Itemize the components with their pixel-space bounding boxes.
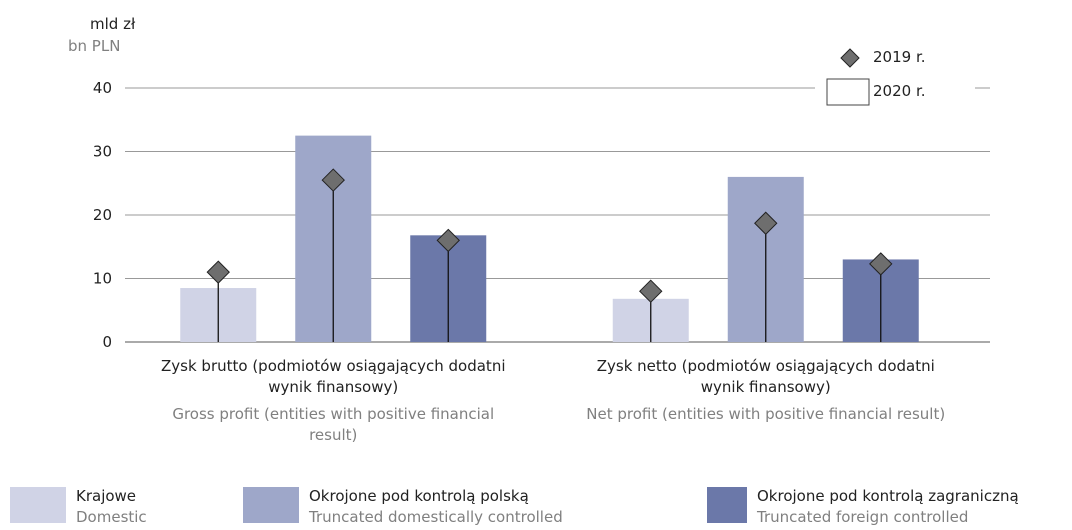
marker-2019 [436, 228, 460, 253]
marker-2019 [639, 279, 663, 303]
y-tick-label: 10 [93, 270, 112, 288]
marker-2019 [321, 168, 345, 192]
legend-label: 2020 r. [873, 82, 926, 100]
y-axis-label-en: bn PLN [68, 37, 121, 55]
y-tick-label: 0 [102, 333, 112, 351]
marker-2019 [869, 252, 893, 276]
legend-label: 2019 r. [873, 48, 926, 66]
legend-swatch [10, 487, 66, 523]
legend-swatch [243, 487, 299, 523]
legend-label-en: Domestic [76, 508, 147, 526]
category-label: Zysk netto (podmiotów osiągających dodat… [596, 357, 935, 396]
legend-label: Okrojone pod kontrolą zagraniczną [757, 487, 1019, 505]
y-tick-label: 30 [93, 143, 112, 161]
legend-label: Okrojone pod kontrolą polską [309, 487, 529, 505]
category-label-en: Net profit (entities with positive finan… [586, 405, 946, 423]
marker-2019 [754, 211, 778, 235]
legend-label-en: Truncated domestically controlled [309, 508, 563, 526]
legend-bar [826, 78, 870, 106]
legend-swatch [707, 487, 747, 523]
marker-2019 [206, 260, 230, 284]
category-label: Zysk brutto (podmiotów osiągających doda… [161, 357, 506, 396]
legend-label: Krajowe [76, 487, 137, 505]
legend-marker [840, 48, 860, 68]
y-tick-label: 40 [93, 79, 112, 97]
legend-label-en: Truncated foreign controlled [757, 508, 969, 526]
y-axis-label: mld zł [90, 15, 136, 33]
y-tick-label: 20 [93, 206, 112, 224]
category-label-en: Gross profit (entities with positive fin… [172, 405, 495, 444]
